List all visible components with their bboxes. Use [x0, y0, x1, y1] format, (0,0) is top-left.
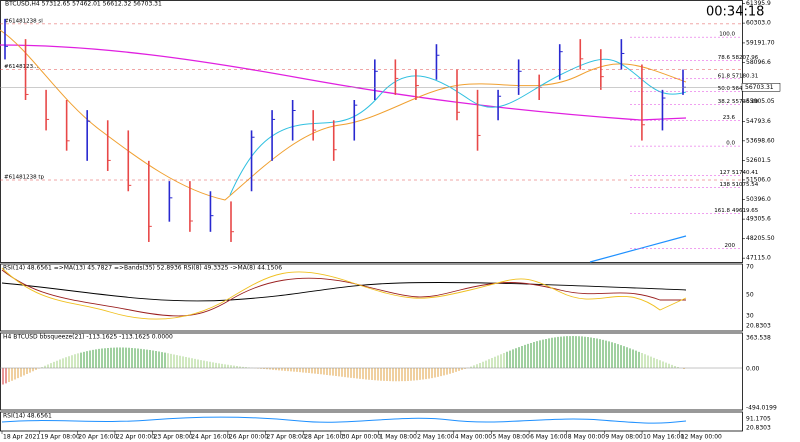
time-label: 5 May 08:00	[492, 434, 530, 441]
axis-label: 70	[746, 264, 754, 271]
y-tick-label: 55905.05	[746, 98, 775, 105]
fibo-level: 38.2	[718, 99, 730, 105]
time-label: 19 Apr 08:00	[41, 434, 80, 441]
axis-label: 363.538	[746, 335, 771, 342]
y-tick-label: 58096.6	[746, 59, 771, 66]
axis-label: 91.1705	[746, 416, 771, 423]
countdown: 00:34:18	[706, 5, 764, 20]
fibo-price: 55736.69	[732, 99, 759, 105]
fibo-price: 51075.54	[732, 182, 759, 188]
order-label: #6148123...	[4, 64, 39, 70]
axis-label: 20.8303	[746, 323, 771, 330]
current-price-tag	[741, 83, 781, 92]
time-label: 12 May 00:00	[681, 434, 722, 441]
y-tick-label: 52601.5	[746, 157, 771, 164]
fibo-level: 23.6	[723, 115, 736, 121]
rsi2-line	[1, 416, 687, 424]
y-tick-label: 59191.70	[746, 39, 775, 46]
time-label: 22 Apr 00:00	[116, 434, 155, 441]
y-tick-label: 50396.0	[746, 196, 771, 203]
time-label: 2 May 16:00	[417, 434, 455, 441]
trend-line	[589, 235, 687, 263]
current-price: 56703.31	[745, 84, 774, 91]
fibo-level: 138	[720, 182, 731, 188]
squeeze-histogram	[2, 336, 685, 385]
time-label: 20 Apr 16:00	[78, 434, 117, 441]
ma-slow	[0, 44, 687, 121]
header-title: BTCUSD,H4 57312.65 57462.01 56612.32 567…	[5, 1, 162, 8]
fibo-level: 100.0	[719, 32, 735, 38]
time-label: 24 Apr 16:00	[191, 434, 230, 441]
y-tick-label: 61395.9	[746, 0, 771, 7]
time-label: 28 Apr 16:00	[304, 434, 343, 441]
y-tick-label: 60303.0	[746, 20, 771, 27]
fibo-level: 61.8	[718, 73, 731, 79]
time-label: 10 May 16:00	[643, 434, 684, 441]
y-tick-label: 54793.6	[746, 118, 771, 125]
order-label: #61481238 tp	[4, 175, 45, 181]
time-label: 23 Apr 08:00	[154, 434, 193, 441]
fibo-level: 0.0	[726, 141, 735, 147]
rsi2-title: RSI(14) 48.6561	[3, 413, 52, 420]
squeeze-title: H4 BTCUSD bbsqueeze(21) -113.1625 -113.1…	[3, 334, 173, 341]
time-label: 30 Apr 00:00	[342, 434, 381, 441]
y-tick-label: 49305.6	[746, 216, 771, 223]
y-tick-label: 51506.0	[746, 176, 771, 183]
axis-label: -494.0199	[746, 405, 777, 412]
time-label: 18 Apr 2021	[3, 434, 40, 441]
fibo-level: 200	[725, 243, 736, 249]
fibo-level: 50.0	[718, 86, 731, 92]
time-label: 4 May 00:00	[455, 434, 493, 441]
fibo-price: 57180.31	[732, 73, 758, 79]
axis-label: 30	[746, 313, 754, 320]
axis-label: 50	[746, 292, 754, 299]
ma-fast	[229, 58, 687, 196]
pane-borders	[0, 0, 743, 432]
fibo-price: 49619.65	[732, 208, 759, 214]
ma-mid	[0, 29, 687, 201]
y-tick-label: 48205.50	[746, 235, 775, 242]
fibo-price: 58207.96	[732, 55, 759, 61]
order-label: #61481238 sl	[4, 18, 43, 24]
time-label: 8 May 00:00	[568, 434, 606, 441]
time-label: 6 May 16:00	[530, 434, 568, 441]
axis-label: 20.8303	[746, 425, 771, 432]
fibo-price: 51740.41	[732, 170, 758, 176]
fibo-level: 161.8	[714, 208, 730, 214]
fibo-level: 127	[720, 170, 731, 176]
time-label: 9 May 08:00	[605, 434, 643, 441]
axis-label: 0.00	[746, 366, 760, 373]
fibo-level: 78.6	[718, 55, 731, 61]
time-label: 1 May 08:00	[380, 434, 418, 441]
y-tick-label: 53698.60	[746, 137, 775, 144]
time-label: 27 Apr 08:00	[267, 434, 306, 441]
rsi-title: RSI(14) 48.6561 =>MA(13) 45.7827 =>Bands…	[3, 265, 282, 272]
time-label: 26 Apr 00:00	[229, 434, 268, 441]
y-tick-label: 47115.0	[746, 255, 771, 262]
rsi-fast	[1, 267, 687, 320]
